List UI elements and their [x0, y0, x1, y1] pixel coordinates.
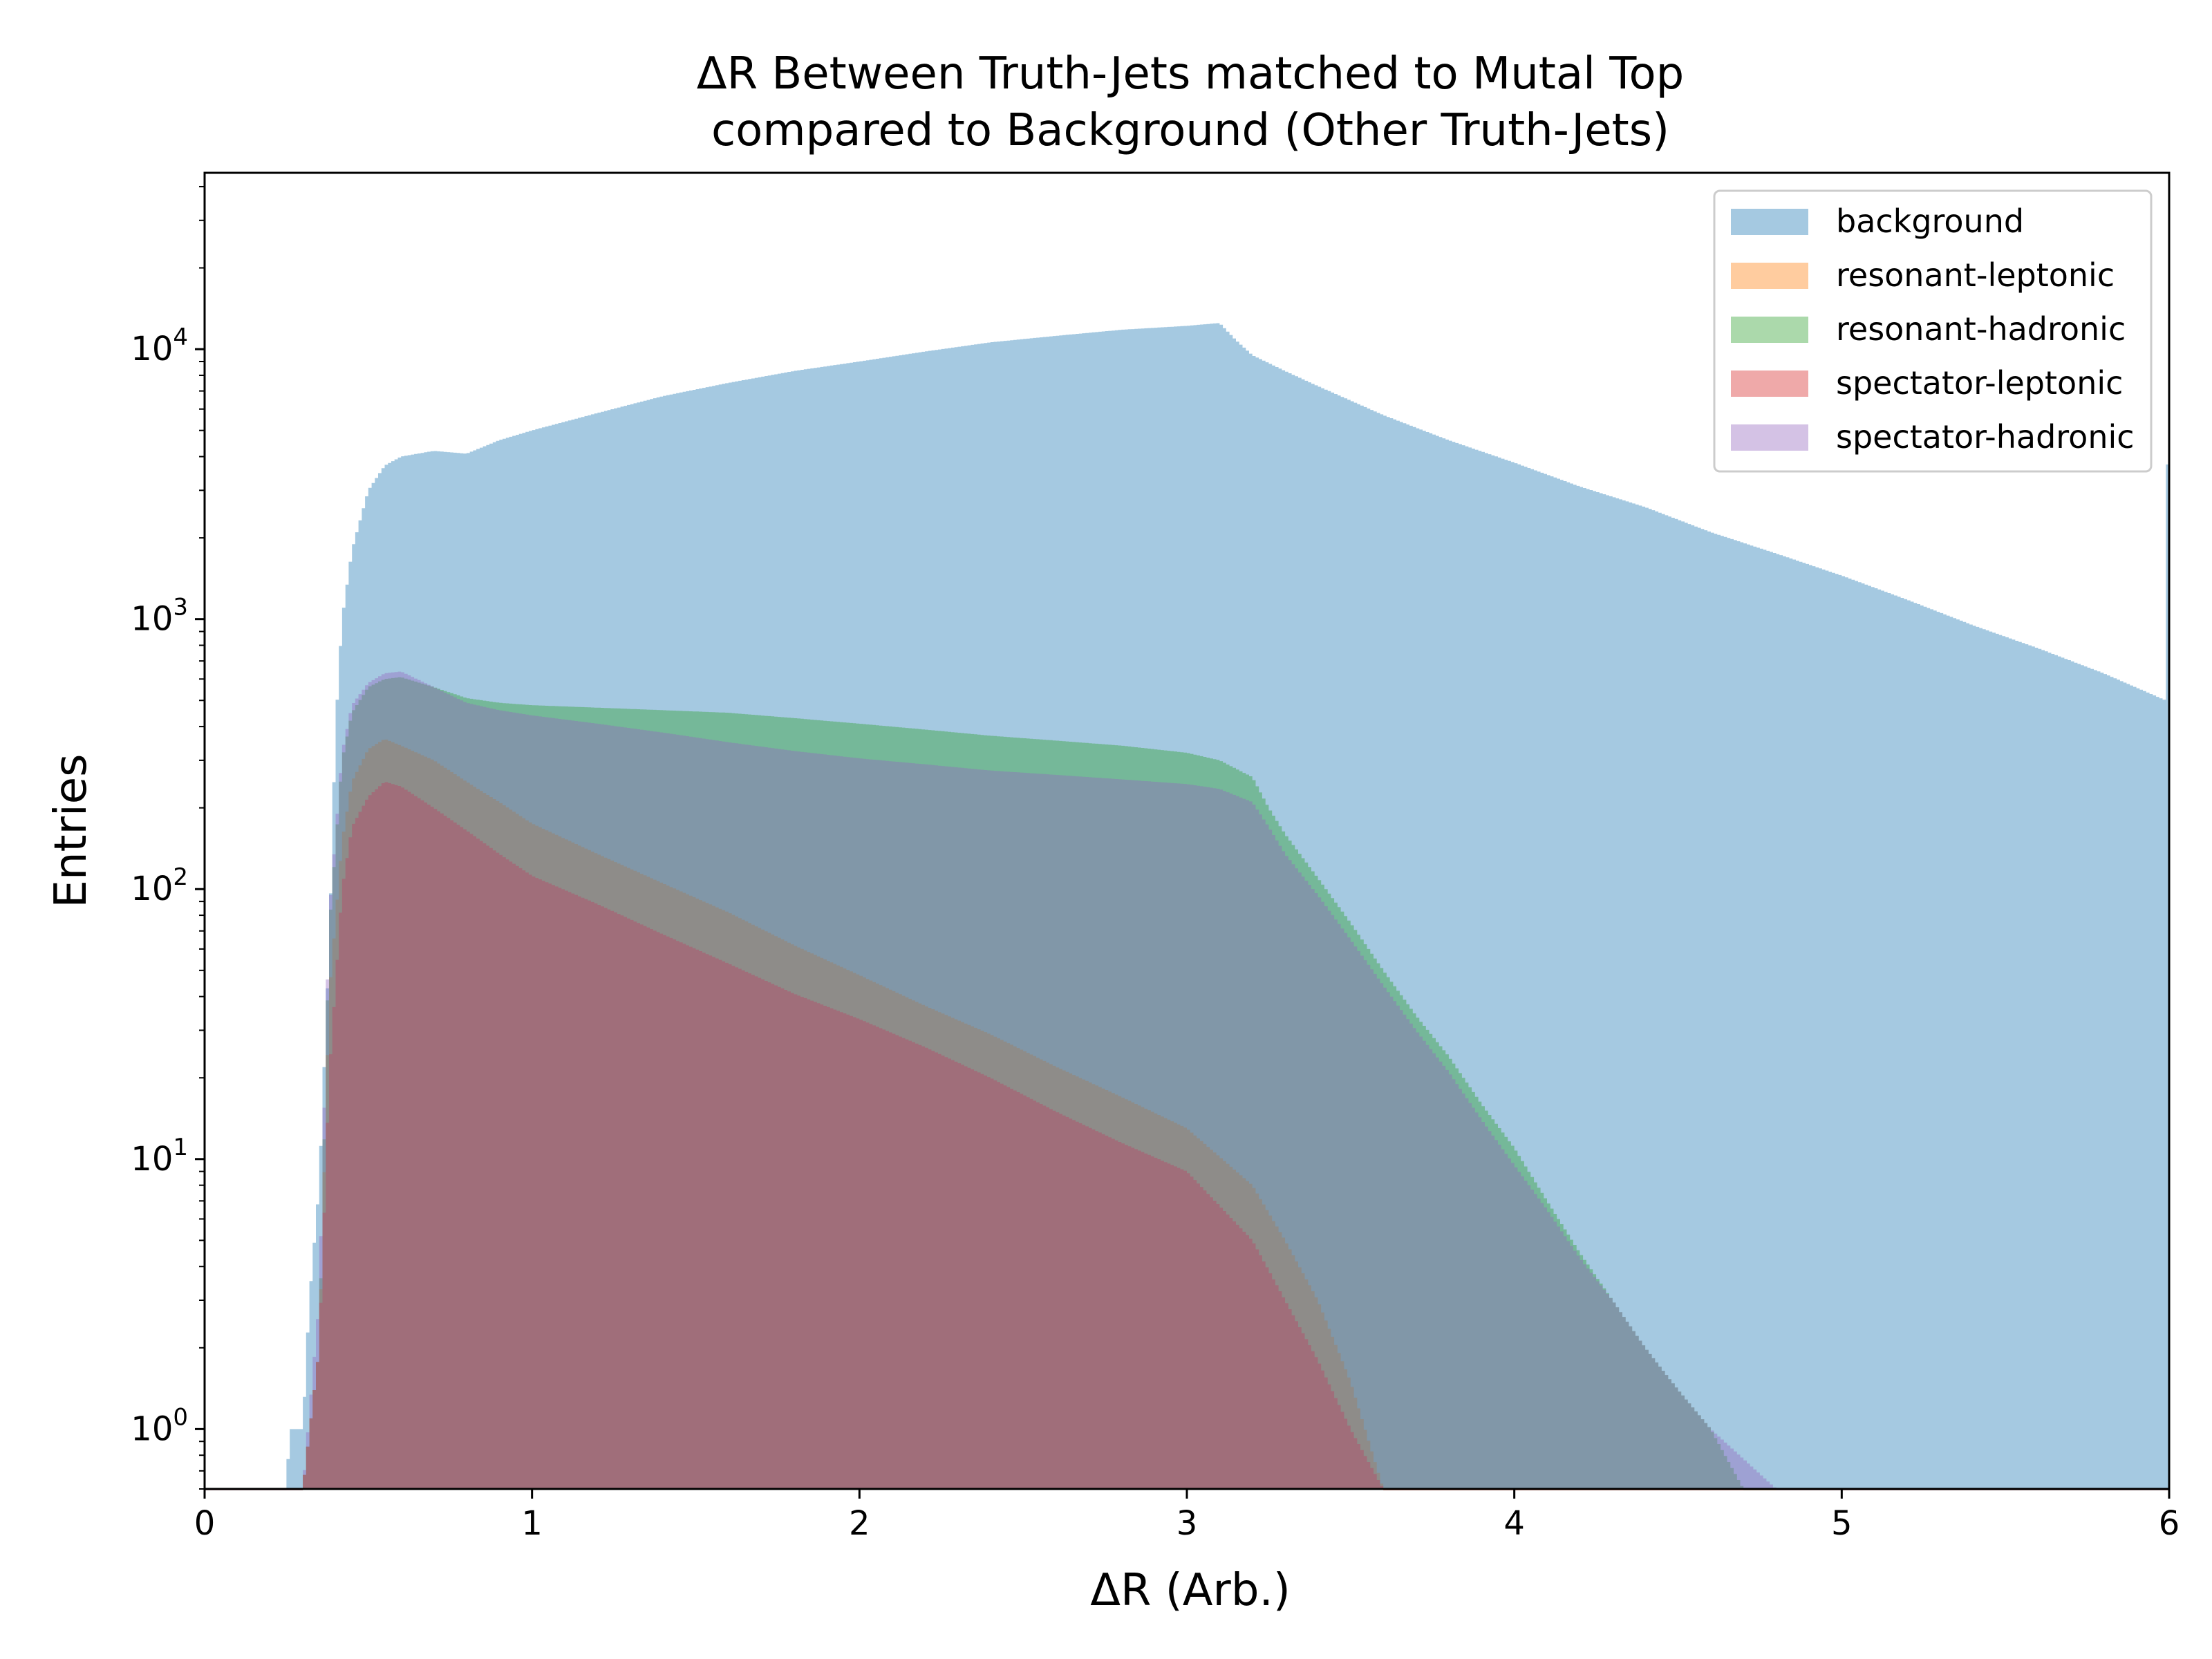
x-tick-label: 3: [1177, 1504, 1198, 1543]
legend-label-resonant-hadronic: resonant-hadronic: [1836, 310, 2126, 348]
y-tick-label: 104: [131, 324, 188, 368]
x-tick-label: 5: [1831, 1504, 1853, 1543]
x-tick-label: 2: [849, 1504, 870, 1543]
legend-swatch-background: [1731, 209, 1808, 235]
y-tick-label: 100: [131, 1403, 188, 1448]
y-tick-label: 102: [131, 863, 188, 908]
y-axis: 100 101 102 103 104: [131, 185, 205, 1490]
x-tick-label: 4: [1503, 1504, 1525, 1543]
x-tick-label: 1: [521, 1504, 543, 1543]
series-spectator-hadronic: [205, 671, 2169, 1503]
y-axis-label: Entries: [46, 754, 97, 908]
legend-swatch-spectator-hadronic: [1731, 424, 1808, 451]
series-background: [205, 323, 2169, 1503]
below-axis-mask: [203, 1490, 2171, 1629]
series-resonant-hadronic: [205, 677, 2169, 1503]
x-tick-label: 0: [194, 1504, 216, 1543]
legend-swatch-resonant-leptonic: [1731, 263, 1808, 289]
y-tick-label: 103: [131, 594, 188, 639]
chart-title-line-1: ΔR Between Truth-Jets matched to Mutal T…: [697, 48, 1684, 100]
legend-swatch-resonant-hadronic: [1731, 317, 1808, 343]
x-tick-label: 6: [2159, 1504, 2180, 1543]
y-tick-label: 101: [131, 1134, 188, 1179]
legend-swatch-spectator-leptonic: [1731, 371, 1808, 397]
x-axis: 0 1 2 3 4 5 6: [194, 1489, 2180, 1543]
histogram-series-layer: [203, 323, 2171, 1629]
legend: background resonant-leptonic resonant-hadr…: [1713, 189, 2153, 473]
chart-title-line-2: compared to Background (Other Truth-Jets…: [711, 105, 1669, 156]
series-spectator-leptonic: [205, 782, 2169, 1503]
series-resonant-leptonic: [205, 739, 2169, 1503]
legend-label-spectator-hadronic: spectator-hadronic: [1836, 418, 2135, 456]
legend-box: [1713, 189, 2153, 473]
legend-label-resonant-leptonic: resonant-leptonic: [1836, 256, 2115, 294]
legend-label-spectator-leptonic: spectator-leptonic: [1836, 364, 2123, 402]
legend-label-background: background: [1836, 203, 2024, 240]
x-axis-label: ΔR (Arb.): [1090, 1565, 1291, 1616]
